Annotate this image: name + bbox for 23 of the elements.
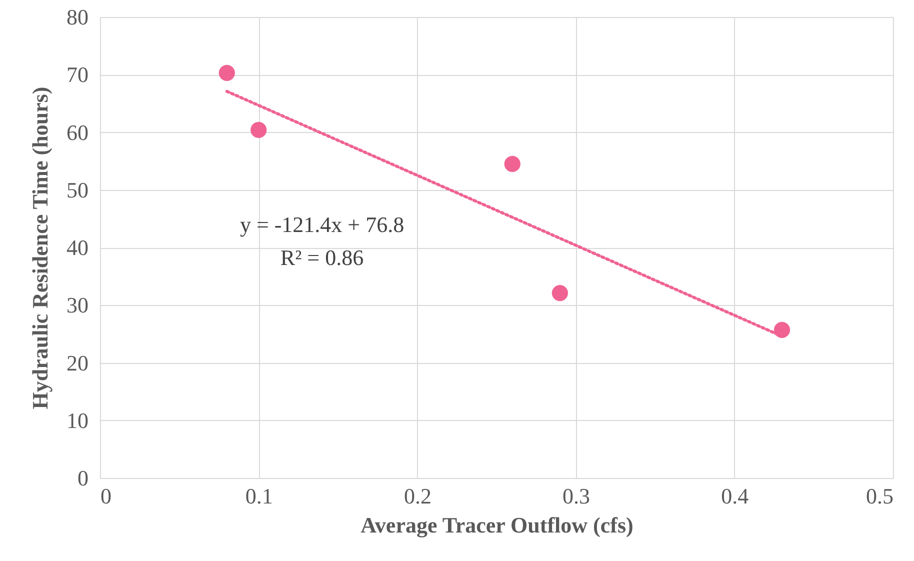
x-axis-title: Average Tracer Outflow (cfs) xyxy=(360,512,634,538)
x-tick-label: 0.3 xyxy=(562,484,590,508)
x-tick-label: 0.2 xyxy=(404,484,432,508)
y-tick-label: 0 xyxy=(78,466,88,490)
y-tick-label: 20 xyxy=(66,350,88,376)
y-tick-label: 30 xyxy=(66,292,88,318)
y-tick-label: 80 xyxy=(66,4,88,30)
point xyxy=(250,122,267,138)
y-tick-label: 40 xyxy=(66,235,88,260)
x-tick-label: 0.4 xyxy=(721,484,749,508)
annotation: y = -121.4x + 76.8 xyxy=(240,212,404,237)
y-tick-label: 50 xyxy=(66,177,88,202)
x-tick-label: 0.5 xyxy=(866,484,894,508)
y-axis-title: Hydraulic Residence Time (hours) xyxy=(28,86,52,410)
point xyxy=(218,64,235,81)
y-tick-label: 60 xyxy=(66,120,88,145)
point xyxy=(552,284,568,302)
y-tick-label: 10 xyxy=(66,408,88,433)
y-tick-label: 70 xyxy=(66,62,88,88)
x-tick-label: 0.1 xyxy=(245,484,273,508)
point xyxy=(504,156,520,172)
annotation: R² = 0.86 xyxy=(280,245,364,270)
x-tick-label: 0 xyxy=(100,484,112,508)
